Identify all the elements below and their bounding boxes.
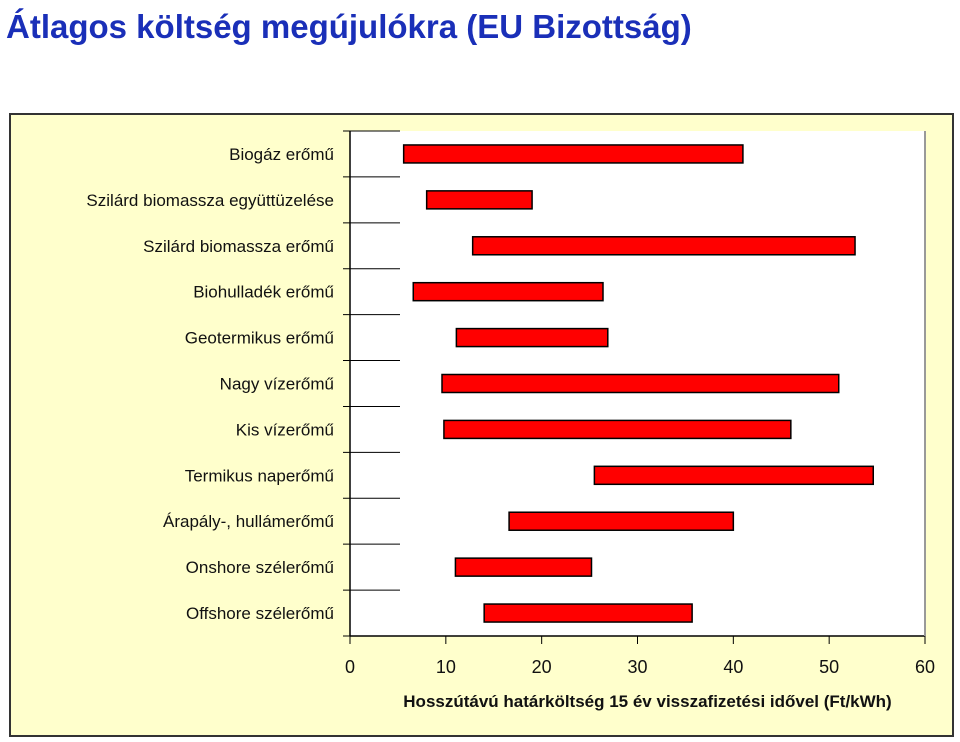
category-label: Kis vízerőmű — [236, 420, 334, 439]
category-label: Nagy vízerőmű — [220, 375, 334, 394]
bar-4 — [412, 281, 604, 302]
category-label: Onshore szélerőmű — [186, 558, 334, 577]
category-label: Szilárd biomassza együttüzelése — [86, 191, 334, 210]
category-label: Offshore szélerőmű — [186, 604, 334, 623]
bar-11 — [483, 603, 693, 623]
category-label: Biogáz erőmű — [229, 145, 334, 164]
bars — [402, 144, 874, 623]
page-title: Átlagos költség megújulókra (EU Bizottsá… — [6, 8, 692, 45]
x-tick-label: 30 — [627, 657, 647, 677]
category-label: Árapály-, hullámerőmű — [163, 512, 334, 531]
bar-1 — [402, 144, 744, 164]
bar-9 — [508, 511, 735, 531]
category-label: Geotermikus erőmű — [185, 329, 334, 348]
x-axis-title: Hosszútávú határköltség 15 év visszafize… — [403, 692, 891, 711]
x-tick-label: 60 — [915, 657, 935, 677]
x-tick-label: 40 — [723, 657, 743, 677]
category-label: Biohulladék erőmű — [193, 283, 334, 302]
bar-3 — [471, 236, 856, 256]
bar-6 — [441, 373, 840, 394]
x-axis-ticks: 0 10 20 30 40 50 60 — [345, 636, 935, 677]
bar-2 — [425, 190, 533, 210]
x-tick-label: 20 — [532, 657, 552, 677]
x-tick-label: 0 — [345, 657, 355, 677]
bar-8 — [593, 465, 874, 486]
bar-10 — [454, 557, 593, 577]
bar-7 — [443, 419, 792, 440]
category-labels: Biogáz erőmű Szilárd biomassza együttüzel… — [86, 145, 334, 623]
x-tick-label: 50 — [819, 657, 839, 677]
bar-5 — [455, 327, 609, 348]
x-tick-label: 10 — [436, 657, 456, 677]
category-label: Szilárd biomassza erőmű — [143, 237, 334, 256]
category-label: Termikus naperőmű — [185, 466, 334, 485]
